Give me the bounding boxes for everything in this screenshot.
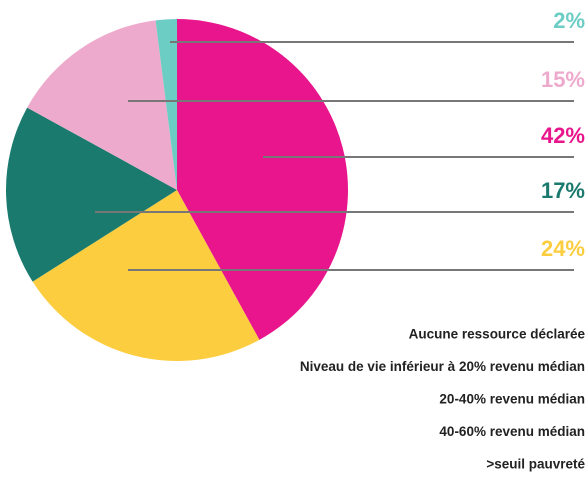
value-label: 17% bbox=[541, 178, 585, 203]
labels: 2% Aucune ressource déclarée 15% Niveau de … bbox=[95, 8, 585, 472]
value-label: 15% bbox=[541, 67, 585, 92]
value-label: 2% bbox=[553, 8, 585, 33]
pie-slice bbox=[6, 107, 178, 282]
pie-slice bbox=[27, 20, 178, 190]
legend-text: Niveau de vie inférieur à 20% revenu méd… bbox=[300, 359, 585, 374]
legend-text: Aucune ressource déclarée bbox=[409, 327, 586, 342]
legend-text: >seuil pauvreté bbox=[486, 457, 585, 472]
pie-slice bbox=[32, 190, 260, 361]
pie-slice bbox=[177, 19, 348, 340]
pie-slice bbox=[155, 19, 177, 190]
pie bbox=[6, 19, 348, 361]
value-label: 24% bbox=[541, 236, 585, 261]
legend-text: 40-60% revenu médian bbox=[439, 424, 585, 439]
value-label: 42% bbox=[541, 123, 585, 148]
legend-text: 20-40% revenu médian bbox=[439, 392, 585, 407]
